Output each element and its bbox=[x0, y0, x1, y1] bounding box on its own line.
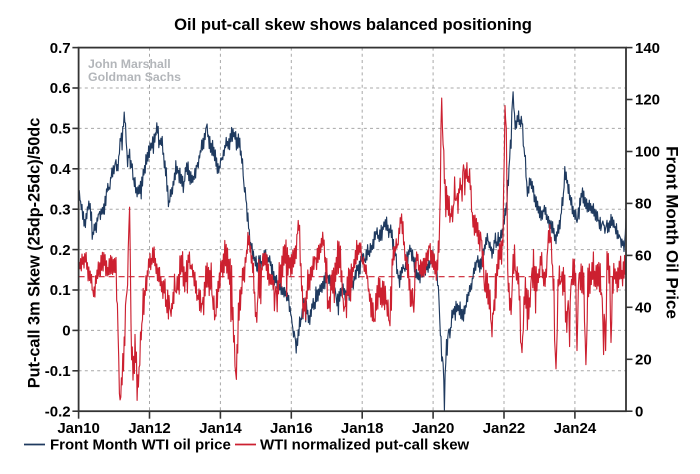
svg-text:Jan12: Jan12 bbox=[128, 420, 171, 437]
svg-text:Jan24: Jan24 bbox=[554, 420, 597, 437]
svg-text:0.2: 0.2 bbox=[50, 242, 71, 259]
svg-text:Jan10: Jan10 bbox=[57, 420, 100, 437]
svg-text:Front Month WTI oil price: Front Month WTI oil price bbox=[50, 437, 231, 454]
svg-text:40: 40 bbox=[635, 300, 652, 317]
svg-text:-0.1: -0.1 bbox=[45, 363, 71, 380]
svg-text:Jan14: Jan14 bbox=[199, 420, 242, 437]
svg-text:John Marshall: John Marshall bbox=[88, 57, 171, 71]
svg-text:60: 60 bbox=[635, 248, 652, 265]
svg-text:Jan22: Jan22 bbox=[483, 420, 526, 437]
svg-text:140: 140 bbox=[635, 40, 660, 57]
svg-text:0.7: 0.7 bbox=[50, 40, 71, 57]
svg-text:0: 0 bbox=[62, 323, 70, 340]
svg-text:0.6: 0.6 bbox=[50, 80, 71, 97]
svg-text:Jan18: Jan18 bbox=[341, 420, 384, 437]
svg-text:Jan20: Jan20 bbox=[412, 420, 455, 437]
svg-text:20: 20 bbox=[635, 352, 652, 369]
svg-text:-0.2: -0.2 bbox=[45, 403, 71, 420]
svg-text:120: 120 bbox=[635, 92, 660, 109]
svg-text:Put-call 3m Skew (25dp-25dc)/5: Put-call 3m Skew (25dp-25dc)/50dc bbox=[26, 118, 44, 389]
svg-text:Oil put-call skew shows balanc: Oil put-call skew shows balanced positio… bbox=[174, 15, 532, 34]
svg-text:WTI normalized put-call skew: WTI normalized put-call skew bbox=[260, 437, 470, 454]
svg-text:Goldman Sachs: Goldman Sachs bbox=[88, 70, 181, 84]
svg-text:0: 0 bbox=[635, 403, 643, 420]
svg-text:0.1: 0.1 bbox=[50, 282, 71, 299]
svg-text:80: 80 bbox=[635, 196, 652, 213]
svg-text:Front Month Oil Price: Front Month Oil Price bbox=[663, 146, 682, 319]
svg-text:Jan16: Jan16 bbox=[270, 420, 313, 437]
svg-text:0.5: 0.5 bbox=[50, 121, 71, 138]
svg-text:100: 100 bbox=[635, 144, 660, 161]
svg-text:0.4: 0.4 bbox=[50, 161, 72, 178]
svg-text:0.3: 0.3 bbox=[50, 201, 71, 218]
